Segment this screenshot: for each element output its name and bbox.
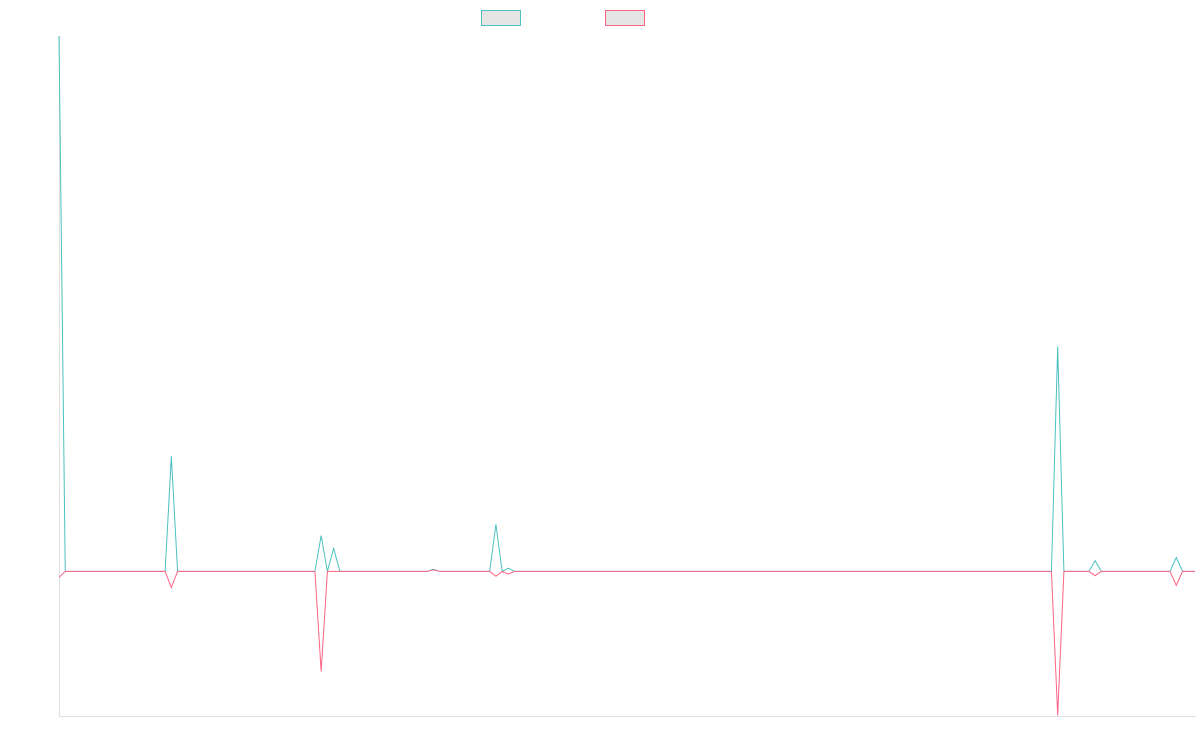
legend-swatch bbox=[605, 10, 645, 26]
line-series bbox=[58, 569, 1195, 716]
line-series bbox=[58, 35, 1195, 573]
legend-swatch bbox=[481, 10, 521, 26]
